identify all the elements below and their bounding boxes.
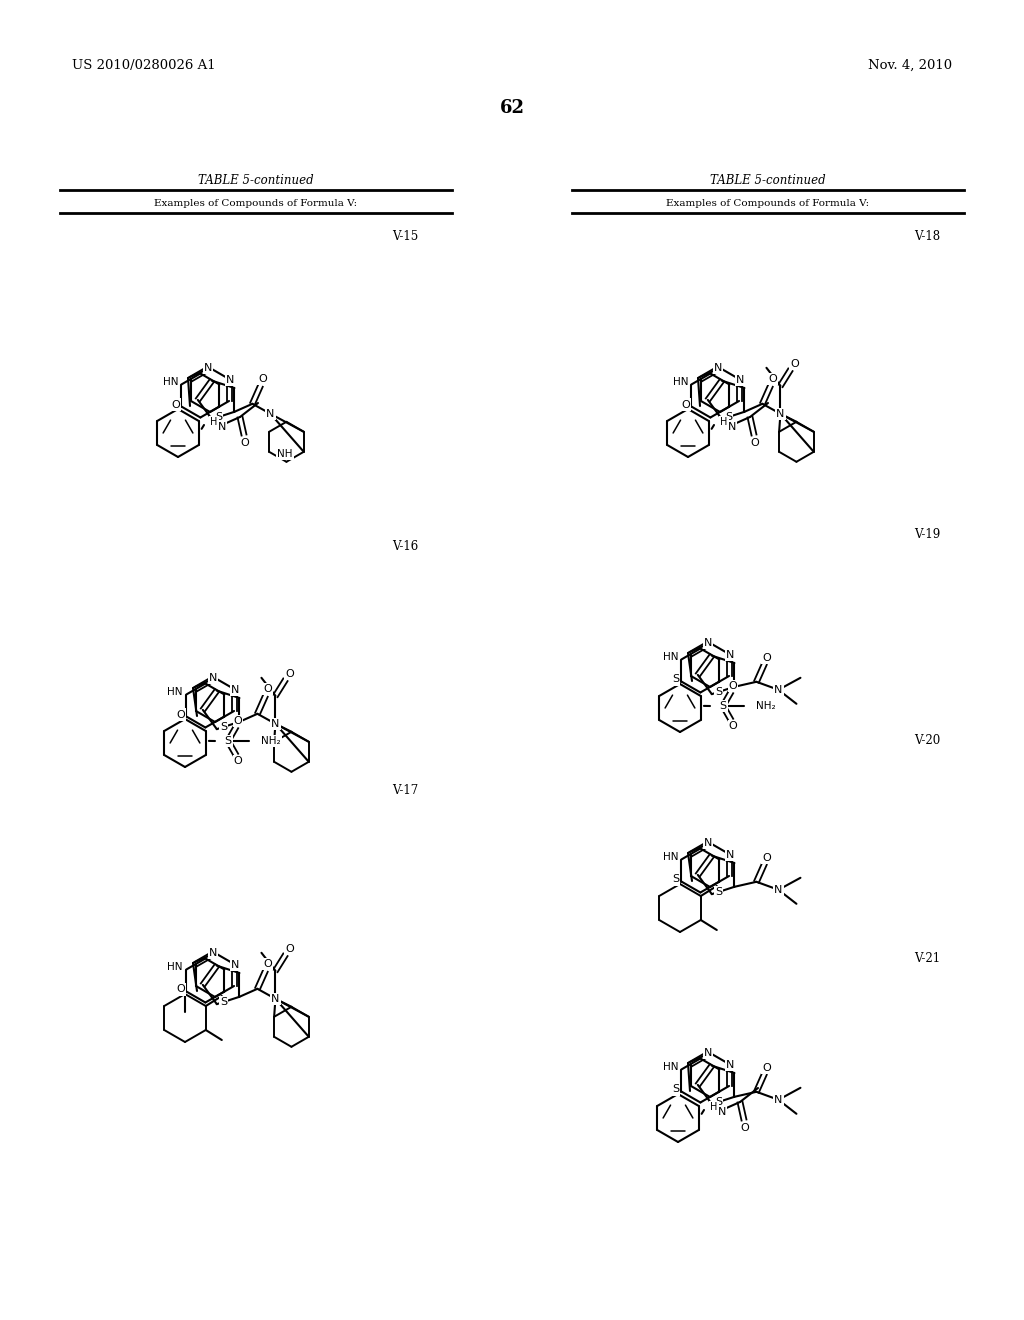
Text: S: S: [220, 722, 227, 733]
Text: TABLE 5-continued: TABLE 5-continued: [711, 173, 825, 186]
Text: V-20: V-20: [913, 734, 940, 747]
Text: O: O: [233, 715, 243, 726]
Text: N: N: [230, 960, 240, 970]
Text: S: S: [715, 887, 722, 898]
Text: S: S: [224, 737, 231, 746]
Text: H: H: [720, 417, 728, 426]
Text: O: O: [263, 684, 271, 694]
Text: HN: HN: [168, 962, 183, 972]
Text: N: N: [703, 838, 712, 847]
Text: N: N: [774, 1094, 782, 1105]
Text: N: N: [218, 422, 226, 432]
Text: Examples of Compounds of Formula V:: Examples of Compounds of Formula V:: [155, 198, 357, 207]
Text: N: N: [230, 685, 240, 696]
Text: H: H: [210, 417, 218, 426]
Text: O: O: [171, 400, 179, 409]
Text: S: S: [715, 688, 722, 697]
Text: O: O: [751, 438, 760, 447]
Text: V-21: V-21: [913, 952, 940, 965]
Text: N: N: [209, 948, 217, 958]
Text: O: O: [176, 710, 184, 719]
Text: O: O: [791, 359, 799, 368]
Text: O: O: [258, 374, 267, 384]
Text: N: N: [271, 719, 280, 729]
Text: S: S: [672, 675, 679, 685]
Text: N: N: [718, 1107, 726, 1117]
Text: N: N: [714, 363, 722, 374]
Text: N: N: [226, 375, 234, 385]
Text: O: O: [285, 669, 294, 678]
Text: Examples of Compounds of Formula V:: Examples of Compounds of Formula V:: [667, 198, 869, 207]
Text: NH₂: NH₂: [261, 737, 281, 746]
Text: HN: HN: [663, 652, 678, 663]
Text: V-16: V-16: [392, 540, 418, 553]
Text: N: N: [774, 685, 782, 694]
Text: N: N: [204, 363, 212, 374]
Text: N: N: [209, 673, 217, 682]
Text: N: N: [703, 1048, 712, 1059]
Text: O: O: [176, 985, 184, 994]
Text: HN: HN: [663, 1063, 678, 1072]
Text: O: O: [762, 1063, 771, 1073]
Text: O: O: [681, 400, 690, 409]
Text: TABLE 5-continued: TABLE 5-continued: [199, 173, 313, 186]
Text: Nov. 4, 2010: Nov. 4, 2010: [868, 58, 952, 71]
Text: N: N: [703, 638, 712, 648]
Text: O: O: [263, 958, 271, 969]
Text: N: N: [776, 409, 784, 418]
Text: HN: HN: [663, 851, 678, 862]
Text: N: N: [726, 1060, 734, 1071]
Text: N: N: [726, 850, 734, 861]
Text: V-15: V-15: [392, 231, 418, 243]
Text: O: O: [768, 374, 777, 384]
Text: N: N: [728, 422, 736, 432]
Text: O: O: [740, 1123, 750, 1133]
Text: NH: NH: [278, 449, 293, 459]
Text: O: O: [285, 944, 294, 954]
Text: O: O: [233, 756, 243, 766]
Text: O: O: [241, 438, 250, 447]
Text: S: S: [215, 412, 222, 422]
Text: N: N: [271, 994, 280, 1003]
Text: O: O: [729, 721, 737, 731]
Text: S: S: [715, 1097, 722, 1107]
Text: V-19: V-19: [913, 528, 940, 541]
Text: NH₂: NH₂: [756, 701, 775, 711]
Text: N: N: [271, 719, 280, 729]
Text: HN: HN: [168, 686, 183, 697]
Text: O: O: [762, 653, 771, 663]
Text: S: S: [672, 874, 679, 884]
Text: S: S: [220, 997, 227, 1007]
Text: N: N: [774, 884, 782, 895]
Text: N: N: [271, 994, 280, 1003]
Text: V-17: V-17: [392, 784, 418, 796]
Text: N: N: [776, 409, 784, 418]
Text: N: N: [736, 375, 744, 385]
Text: S: S: [720, 701, 727, 711]
Text: US 2010/0280026 A1: US 2010/0280026 A1: [72, 58, 216, 71]
Text: HN: HN: [163, 378, 178, 387]
Text: N: N: [266, 409, 274, 418]
Text: H: H: [711, 1102, 718, 1111]
Text: HN: HN: [673, 378, 688, 387]
Text: S: S: [672, 1085, 679, 1094]
Text: S: S: [725, 412, 732, 422]
Text: O: O: [762, 853, 771, 863]
Text: V-18: V-18: [913, 231, 940, 243]
Text: N: N: [726, 649, 734, 660]
Text: O: O: [729, 681, 737, 690]
Text: 62: 62: [500, 99, 524, 117]
